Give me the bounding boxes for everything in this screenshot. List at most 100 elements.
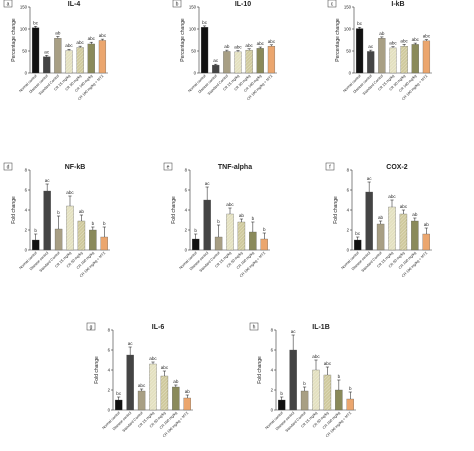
y-tick-label: 2 xyxy=(271,388,274,393)
y-axis-label: Fold change xyxy=(257,356,263,384)
y-tick-label: 8 xyxy=(185,168,188,173)
significance-label: b xyxy=(252,216,255,221)
significance-label: ac xyxy=(367,176,373,181)
bar xyxy=(100,236,108,251)
bar xyxy=(267,46,276,74)
significance-label: b xyxy=(263,227,266,232)
significance-label: b xyxy=(349,386,352,391)
bar xyxy=(192,238,200,251)
chart-title: NF-kB xyxy=(65,164,86,171)
significance-label: abc xyxy=(234,45,242,50)
significance-label: ab xyxy=(185,389,191,394)
y-tick-label: 50 xyxy=(22,49,27,54)
y-axis-label: Percentage change xyxy=(11,18,17,62)
bar xyxy=(355,28,364,74)
y-tick-label: 0 xyxy=(347,248,350,253)
bar-hatch xyxy=(399,214,407,250)
bar xyxy=(249,231,257,251)
bar-hatch xyxy=(226,214,234,250)
bar xyxy=(223,51,231,74)
bar-hatch xyxy=(160,376,168,410)
significance-label: abc xyxy=(257,41,265,46)
significance-label: b xyxy=(57,210,60,215)
bar-hatch xyxy=(149,364,157,410)
panel-letter: b xyxy=(176,1,179,7)
panel-letter: e xyxy=(167,164,170,170)
chart-title: IL-6 xyxy=(152,324,165,331)
bar xyxy=(256,48,264,74)
y-tick-label: 150 xyxy=(20,5,28,10)
significance-label: abc xyxy=(268,39,276,44)
bar xyxy=(354,239,362,251)
y-tick-label: 150 xyxy=(344,5,352,10)
significance-label: abc xyxy=(226,202,234,207)
significance-label: ab xyxy=(379,31,385,36)
panel-letter-box xyxy=(172,0,182,8)
bar xyxy=(89,229,97,251)
significance-label: b xyxy=(34,228,37,233)
panel-letter-box xyxy=(3,0,13,8)
y-tick-label: 0 xyxy=(25,248,28,253)
significance-label: abc xyxy=(88,36,96,41)
bar xyxy=(31,27,40,74)
chart-title: TNF-alpha xyxy=(218,164,252,171)
chart-title: I-kB xyxy=(391,1,404,8)
significance-label: ac xyxy=(44,49,50,54)
y-tick-label: 6 xyxy=(347,188,350,193)
bar xyxy=(214,236,223,251)
bar xyxy=(43,190,51,251)
y-tick-label: 2 xyxy=(25,228,28,233)
y-axis-label: Fold change xyxy=(333,196,339,224)
significance-label: abc xyxy=(324,361,332,366)
bar xyxy=(212,64,220,74)
y-tick-label: 150 xyxy=(189,5,197,10)
y-tick-label: 8 xyxy=(347,168,350,173)
significance-label: abc xyxy=(66,190,74,195)
bar xyxy=(54,228,63,251)
y-tick-label: 50 xyxy=(346,49,351,54)
bar xyxy=(183,397,191,411)
bar xyxy=(172,386,180,411)
panel-letter-box xyxy=(249,322,259,331)
bar xyxy=(278,399,286,411)
y-tick-label: 100 xyxy=(344,27,352,32)
panel-letter: f xyxy=(329,164,331,170)
significance-label: ac xyxy=(45,178,51,183)
bar-hatch xyxy=(389,47,397,73)
bar-hatch xyxy=(76,47,84,73)
bar-hatch xyxy=(234,51,242,73)
bar xyxy=(378,38,386,74)
significance-label: ab xyxy=(412,212,418,217)
y-tick-label: 8 xyxy=(271,328,274,333)
significance-label: abc xyxy=(423,34,431,39)
significance-label: ac xyxy=(291,329,297,334)
significance-label: b xyxy=(103,221,106,226)
bar-hatch xyxy=(65,50,73,73)
y-tick-label: 2 xyxy=(347,228,350,233)
bar xyxy=(32,239,40,251)
significance-label: ac xyxy=(368,44,374,49)
panel-letter-box xyxy=(86,322,96,331)
y-tick-label: 100 xyxy=(189,27,197,32)
bar xyxy=(346,398,354,411)
significance-label: abc xyxy=(245,43,253,48)
y-tick-label: 8 xyxy=(108,328,111,333)
significance-label: abc xyxy=(161,365,169,370)
bar xyxy=(422,233,430,251)
significance-label: ab xyxy=(424,222,430,227)
bar-hatch xyxy=(77,221,85,250)
y-tick-label: 4 xyxy=(271,368,274,373)
significance-label: b xyxy=(280,391,283,396)
y-axis-label: Fold change xyxy=(11,196,17,224)
y-tick-label: 6 xyxy=(185,188,188,193)
significance-label: ab xyxy=(224,44,230,49)
y-tick-label: 4 xyxy=(347,208,350,213)
bar-hatch xyxy=(245,50,253,73)
panel-letter: g xyxy=(90,324,93,330)
